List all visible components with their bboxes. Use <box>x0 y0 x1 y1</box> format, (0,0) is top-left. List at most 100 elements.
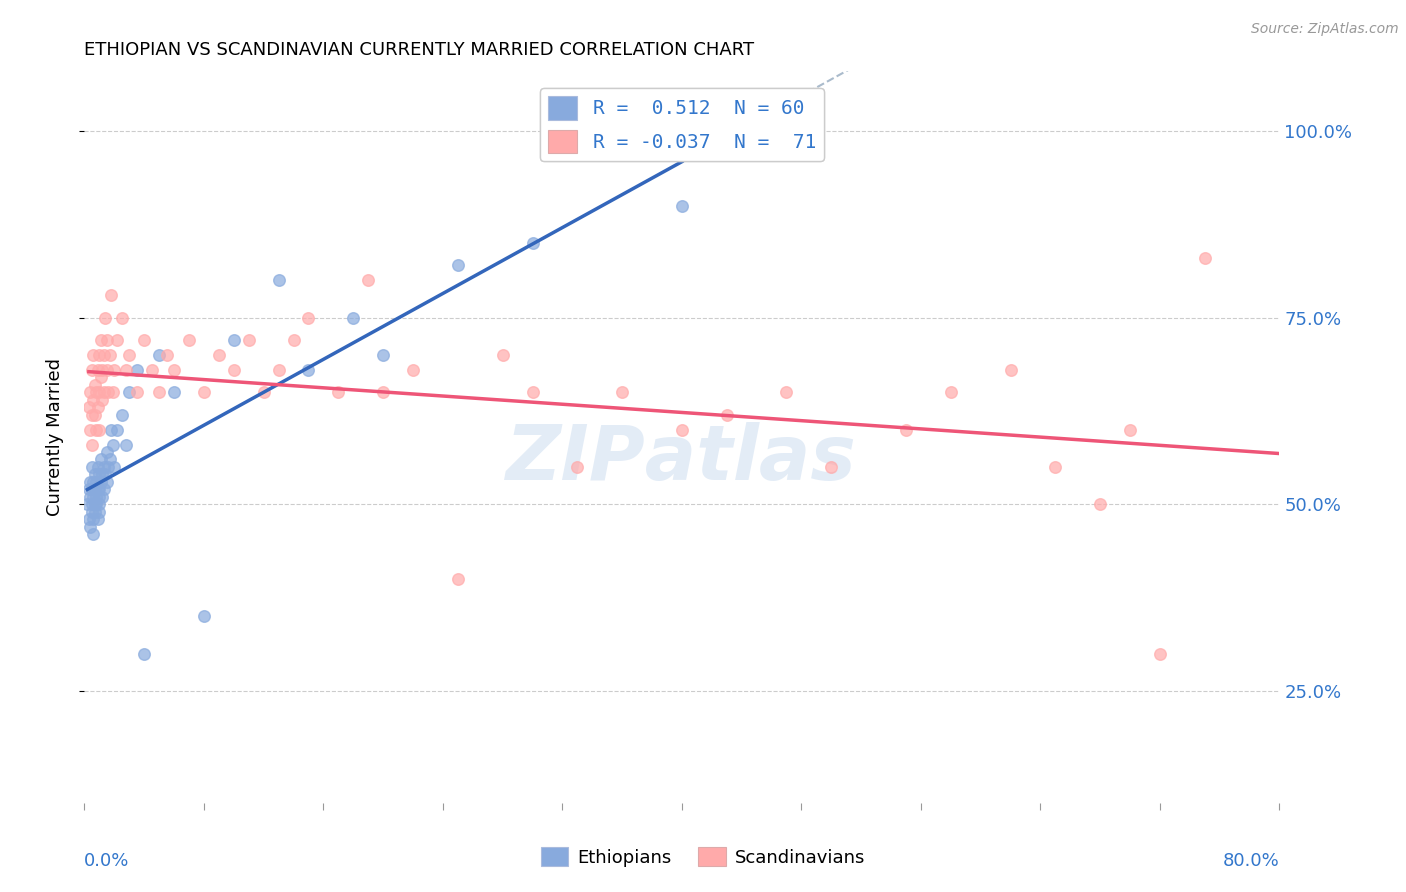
Point <box>86 490 108 504</box>
Point <box>89 385 111 400</box>
Point <box>373 348 395 362</box>
Point <box>91 467 114 482</box>
Point <box>267 273 290 287</box>
Point <box>80 408 103 422</box>
Text: Source: ZipAtlas.com: Source: ZipAtlas.com <box>1251 22 1399 37</box>
Point <box>94 310 117 325</box>
Point <box>80 497 103 511</box>
Point <box>89 497 111 511</box>
Point <box>103 459 125 474</box>
Point <box>89 467 111 482</box>
Y-axis label: Currently Married: Currently Married <box>45 358 63 516</box>
Point <box>101 437 124 451</box>
Point <box>79 475 101 489</box>
Point <box>118 385 141 400</box>
Text: ZIP​atlas: ZIP​atlas <box>506 422 858 496</box>
Point <box>80 505 103 519</box>
Point <box>83 497 105 511</box>
Point <box>87 512 110 526</box>
Point <box>89 483 111 497</box>
Point <box>222 333 245 347</box>
Point <box>89 423 111 437</box>
Point <box>98 348 121 362</box>
Point <box>80 437 103 451</box>
Point <box>111 408 134 422</box>
Point <box>93 385 115 400</box>
Point <box>111 310 134 325</box>
Point <box>671 423 693 437</box>
Point <box>357 273 380 287</box>
Text: 80.0%: 80.0% <box>1223 852 1279 870</box>
Point <box>141 363 163 377</box>
Point <box>94 467 117 482</box>
Point <box>79 423 101 437</box>
Point <box>89 490 111 504</box>
Point <box>93 459 115 474</box>
Point <box>522 385 544 400</box>
Point <box>1045 459 1067 474</box>
Point <box>86 385 108 400</box>
Legend: Ethiopians, Scandinavians: Ethiopians, Scandinavians <box>534 840 872 874</box>
Point <box>80 483 103 497</box>
Point <box>342 310 364 325</box>
Point <box>89 348 111 362</box>
Point <box>115 437 138 451</box>
Point <box>101 385 124 400</box>
Point <box>402 363 425 377</box>
Point <box>93 483 115 497</box>
Point <box>98 452 121 467</box>
Point <box>894 423 917 437</box>
Point <box>115 363 138 377</box>
Point <box>492 348 515 362</box>
Point <box>86 423 108 437</box>
Point <box>90 452 112 467</box>
Point <box>79 385 101 400</box>
Point <box>77 401 100 415</box>
Point <box>83 467 105 482</box>
Point <box>90 475 112 489</box>
Point <box>96 333 118 347</box>
Point <box>80 459 103 474</box>
Point <box>208 348 231 362</box>
Point <box>283 333 305 347</box>
Point <box>100 288 122 302</box>
Point <box>105 423 128 437</box>
Point <box>148 348 170 362</box>
Point <box>148 385 170 400</box>
Point <box>79 490 101 504</box>
Point <box>79 519 101 533</box>
Point <box>1149 647 1171 661</box>
Point <box>105 333 128 347</box>
Point <box>87 363 110 377</box>
Text: 0.0%: 0.0% <box>84 852 129 870</box>
Point <box>193 609 215 624</box>
Point <box>125 385 148 400</box>
Point <box>1000 363 1022 377</box>
Point <box>82 392 104 407</box>
Point <box>87 401 110 415</box>
Point <box>163 385 186 400</box>
Point <box>163 363 186 377</box>
Point <box>87 483 110 497</box>
Point <box>125 363 148 377</box>
Point <box>716 408 738 422</box>
Point <box>90 333 112 347</box>
Point <box>82 527 104 541</box>
Point <box>177 333 200 347</box>
Point <box>238 333 260 347</box>
Point <box>253 385 276 400</box>
Point <box>103 363 125 377</box>
Point <box>671 199 693 213</box>
Point <box>522 235 544 250</box>
Point <box>86 475 108 489</box>
Point <box>89 505 111 519</box>
Point <box>612 385 634 400</box>
Point <box>132 333 156 347</box>
Point <box>91 392 114 407</box>
Point <box>80 363 103 377</box>
Point <box>939 385 962 400</box>
Point <box>447 572 470 586</box>
Point <box>77 512 100 526</box>
Point <box>447 259 470 273</box>
Point <box>83 483 105 497</box>
